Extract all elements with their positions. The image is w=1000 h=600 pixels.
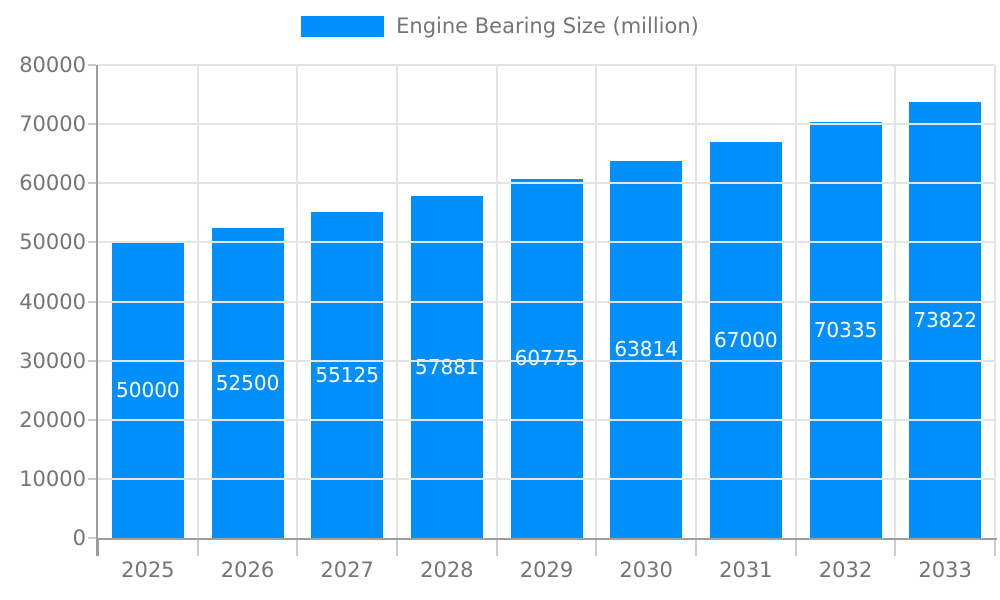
bar-value-label: 67000 [714, 327, 778, 352]
y-axis-tick [88, 241, 96, 244]
x-axis-line [96, 538, 997, 540]
x-axis-tick [994, 540, 996, 556]
bar-value-label: 57881 [415, 354, 479, 379]
x-axis-tick [695, 540, 697, 556]
h-gridline [98, 64, 995, 66]
h-gridline [98, 182, 995, 185]
legend-swatch [301, 15, 385, 37]
y-axis-tick [88, 64, 96, 66]
x-axis-category-label: 2031 [719, 558, 773, 582]
h-gridline [98, 477, 995, 480]
h-gridline [98, 123, 995, 126]
x-axis-category-label: 2030 [619, 558, 673, 582]
h-gridline [98, 241, 995, 244]
y-axis-tick [88, 537, 96, 539]
x-axis-tick [97, 540, 99, 556]
y-axis-tick [88, 123, 96, 126]
y-axis-tick-label: 60000 [19, 171, 86, 196]
h-gridline [98, 359, 995, 362]
y-axis-tick [88, 182, 96, 185]
h-gridline [98, 418, 995, 421]
bar-2030[interactable] [610, 160, 683, 538]
bar-value-label: 73822 [913, 307, 977, 332]
y-axis-tick-label: 30000 [19, 348, 86, 373]
x-axis-tick [495, 540, 498, 556]
bar-2033[interactable] [909, 101, 982, 538]
x-axis-category-label: 2027 [320, 558, 374, 582]
bar-2027[interactable] [311, 212, 384, 538]
bar-value-label: 70335 [813, 318, 878, 343]
bar-value-label: 63814 [614, 337, 678, 362]
y-axis-tick [88, 477, 96, 480]
y-axis-tick-label: 50000 [19, 230, 86, 255]
y-axis-line [96, 65, 98, 556]
x-axis-category-label: 2025 [121, 558, 175, 582]
v-gridline [994, 65, 996, 538]
x-axis-tick [794, 540, 797, 556]
x-axis-tick [296, 540, 299, 556]
x-axis-category-label: 2026 [220, 558, 275, 582]
bar-value-label: 50000 [116, 378, 180, 403]
x-axis-tick [595, 540, 598, 556]
x-axis-tick [196, 540, 199, 556]
bar-2028[interactable] [410, 195, 483, 538]
bar-2026[interactable] [211, 227, 284, 538]
bar-2025[interactable] [111, 242, 184, 538]
y-axis-tick [88, 300, 96, 303]
y-axis-tick [88, 418, 96, 421]
x-axis-category-label: 2033 [918, 558, 972, 582]
bar-2031[interactable] [709, 141, 782, 538]
plot-area: 50000 52500 55125 57881 60775 63814 67000 70335… [98, 65, 996, 538]
legend-item[interactable]: Engine Bearing Size (million) [301, 14, 699, 38]
bar-value-label: 60775 [514, 346, 579, 371]
x-axis-category-label: 2029 [519, 558, 574, 582]
bar-value-label: 55125 [315, 363, 379, 388]
x-axis-category-label: 2028 [420, 558, 474, 582]
bar-value-label: 52500 [215, 370, 280, 395]
x-axis-tick [894, 540, 897, 556]
y-axis-tick-label: 0 [72, 526, 86, 550]
y-axis-tick-label: 40000 [19, 289, 86, 314]
bar-2032[interactable] [809, 122, 882, 538]
legend: Engine Bearing Size (million) [0, 14, 1000, 38]
y-axis-tick-label: 10000 [19, 466, 86, 491]
x-axis-category-label: 2032 [818, 558, 873, 582]
h-gridline [98, 300, 995, 303]
legend-label: Engine Bearing Size (million) [396, 14, 699, 38]
y-axis-tick-label: 80000 [19, 53, 86, 77]
y-axis-tick-label: 20000 [19, 407, 86, 432]
y-axis-tick-label: 70000 [19, 112, 86, 137]
y-axis-tick [88, 359, 96, 362]
x-axis-tick [396, 540, 398, 556]
